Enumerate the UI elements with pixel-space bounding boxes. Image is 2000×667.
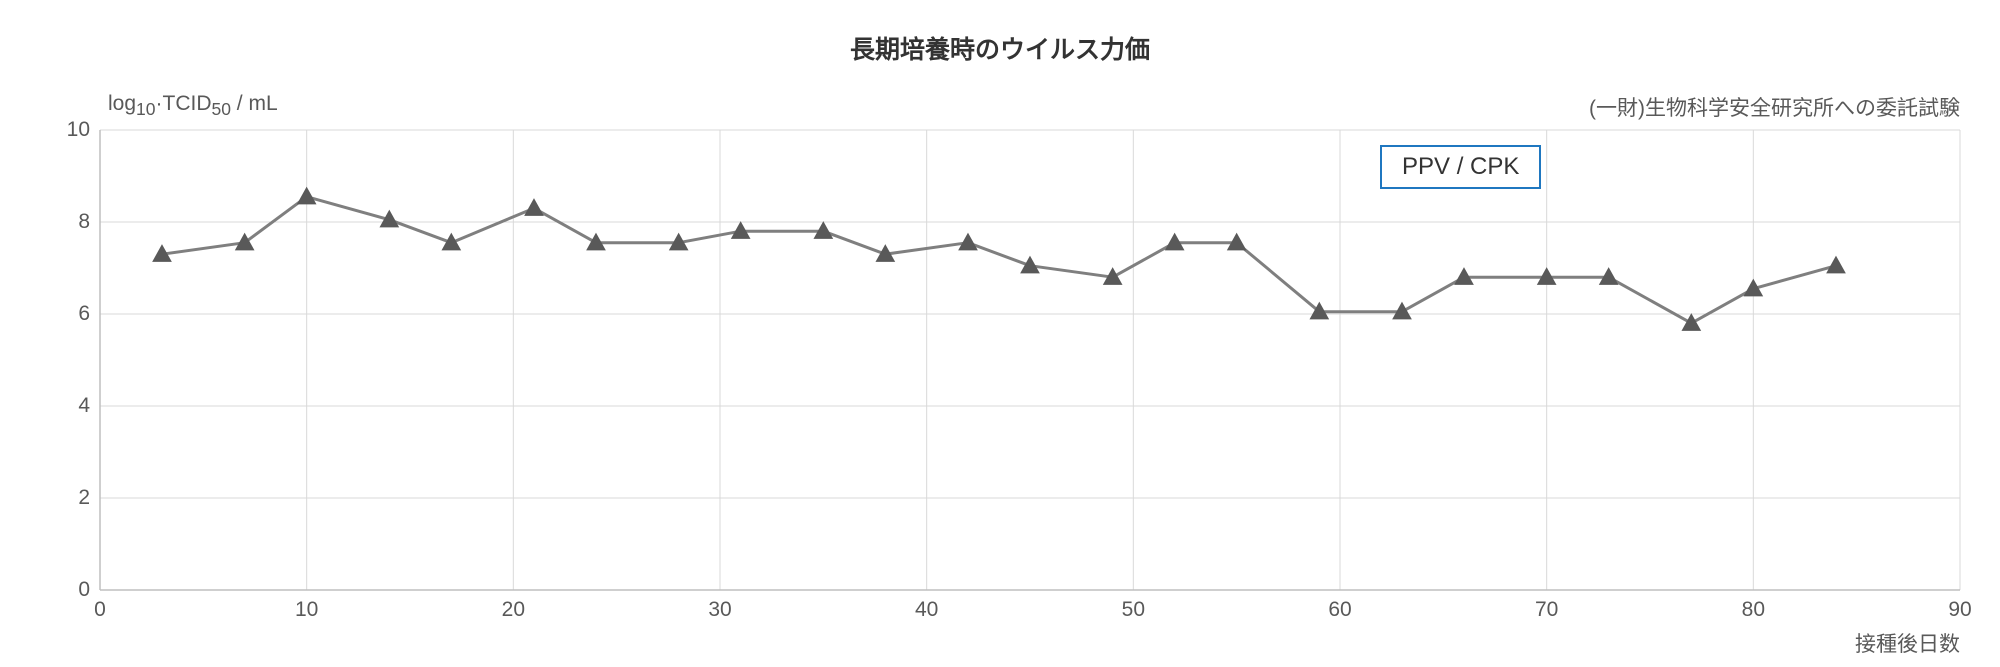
data-point-marker: [1827, 257, 1845, 273]
x-tick-label: 40: [907, 598, 947, 622]
x-tick-label: 90: [1940, 598, 1980, 622]
y-tick-label: 10: [50, 118, 90, 142]
y-tick-label: 2: [50, 486, 90, 510]
y-tick-label: 8: [50, 210, 90, 234]
source-note: (一財)生物科学安全研究所への委託試験: [1589, 92, 1960, 122]
x-axis-label: 接種後日数: [1855, 628, 1960, 658]
y-axis-label: log10·TCID50 / mL: [108, 92, 278, 120]
plot-area: [100, 130, 1960, 590]
y-tick-label: 4: [50, 394, 90, 418]
x-tick-label: 80: [1733, 598, 1773, 622]
data-point-marker: [525, 199, 543, 215]
data-point-marker: [236, 234, 254, 250]
data-point-marker: [1682, 314, 1700, 330]
chart-title: 長期培養時のウイルス力価: [0, 30, 2000, 66]
y-tick-label: 6: [50, 302, 90, 326]
x-tick-label: 10: [287, 598, 327, 622]
x-tick-label: 60: [1320, 598, 1360, 622]
x-tick-label: 70: [1527, 598, 1567, 622]
virus-titer-chart: 長期培養時のウイルス力価 log10·TCID50 / mL (一財)生物科学安…: [0, 0, 2000, 667]
x-tick-label: 30: [700, 598, 740, 622]
x-tick-label: 20: [493, 598, 533, 622]
data-point-marker: [959, 234, 977, 250]
data-point-marker: [298, 188, 316, 204]
x-tick-label: 50: [1113, 598, 1153, 622]
y-tick-label: 0: [50, 578, 90, 602]
